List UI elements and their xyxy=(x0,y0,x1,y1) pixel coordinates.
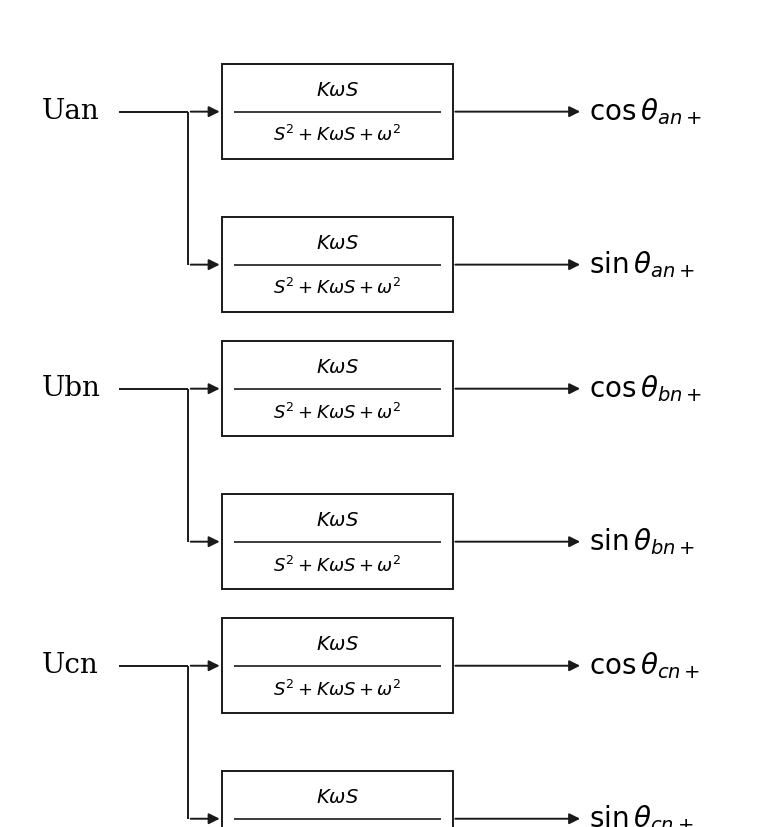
Text: $S^2 + K\omega S + \omega^2$: $S^2 + K\omega S + \omega^2$ xyxy=(273,279,402,299)
Text: $\sin\theta_{an+}$: $\sin\theta_{an+}$ xyxy=(589,249,695,280)
Text: $\sin\theta_{bn+}$: $\sin\theta_{bn+}$ xyxy=(589,526,695,557)
Text: Uan: Uan xyxy=(42,98,100,125)
Bar xyxy=(222,341,453,437)
Text: $K\omega S$: $K\omega S$ xyxy=(316,512,359,530)
Text: $S^2 + K\omega S + \omega^2$: $S^2 + K\omega S + \omega^2$ xyxy=(273,126,402,146)
Bar xyxy=(222,495,453,589)
Text: $K\omega S$: $K\omega S$ xyxy=(316,359,359,377)
Text: $\cos\theta_{bn+}$: $\cos\theta_{bn+}$ xyxy=(589,373,702,404)
Text: $\cos\theta_{cn+}$: $\cos\theta_{cn+}$ xyxy=(589,650,700,681)
Text: $S^2 + K\omega S + \omega^2$: $S^2 + K\omega S + \omega^2$ xyxy=(273,556,402,576)
Text: $K\omega S$: $K\omega S$ xyxy=(316,636,359,654)
Bar xyxy=(222,217,453,313)
Text: $K\omega S$: $K\omega S$ xyxy=(316,235,359,253)
Text: $\sin\theta_{cn+}$: $\sin\theta_{cn+}$ xyxy=(589,803,693,827)
Bar xyxy=(222,619,453,713)
Text: $S^2 + K\omega S + \omega^2$: $S^2 + K\omega S + \omega^2$ xyxy=(273,680,402,700)
Text: $K\omega S$: $K\omega S$ xyxy=(316,789,359,807)
Text: Ubn: Ubn xyxy=(42,375,101,402)
Text: $\cos\theta_{an+}$: $\cos\theta_{an+}$ xyxy=(589,96,702,127)
Text: Ucn: Ucn xyxy=(42,653,99,679)
Bar xyxy=(222,771,453,827)
Text: $K\omega S$: $K\omega S$ xyxy=(316,82,359,100)
Bar xyxy=(222,65,453,159)
Text: $S^2 + K\omega S + \omega^2$: $S^2 + K\omega S + \omega^2$ xyxy=(273,403,402,423)
